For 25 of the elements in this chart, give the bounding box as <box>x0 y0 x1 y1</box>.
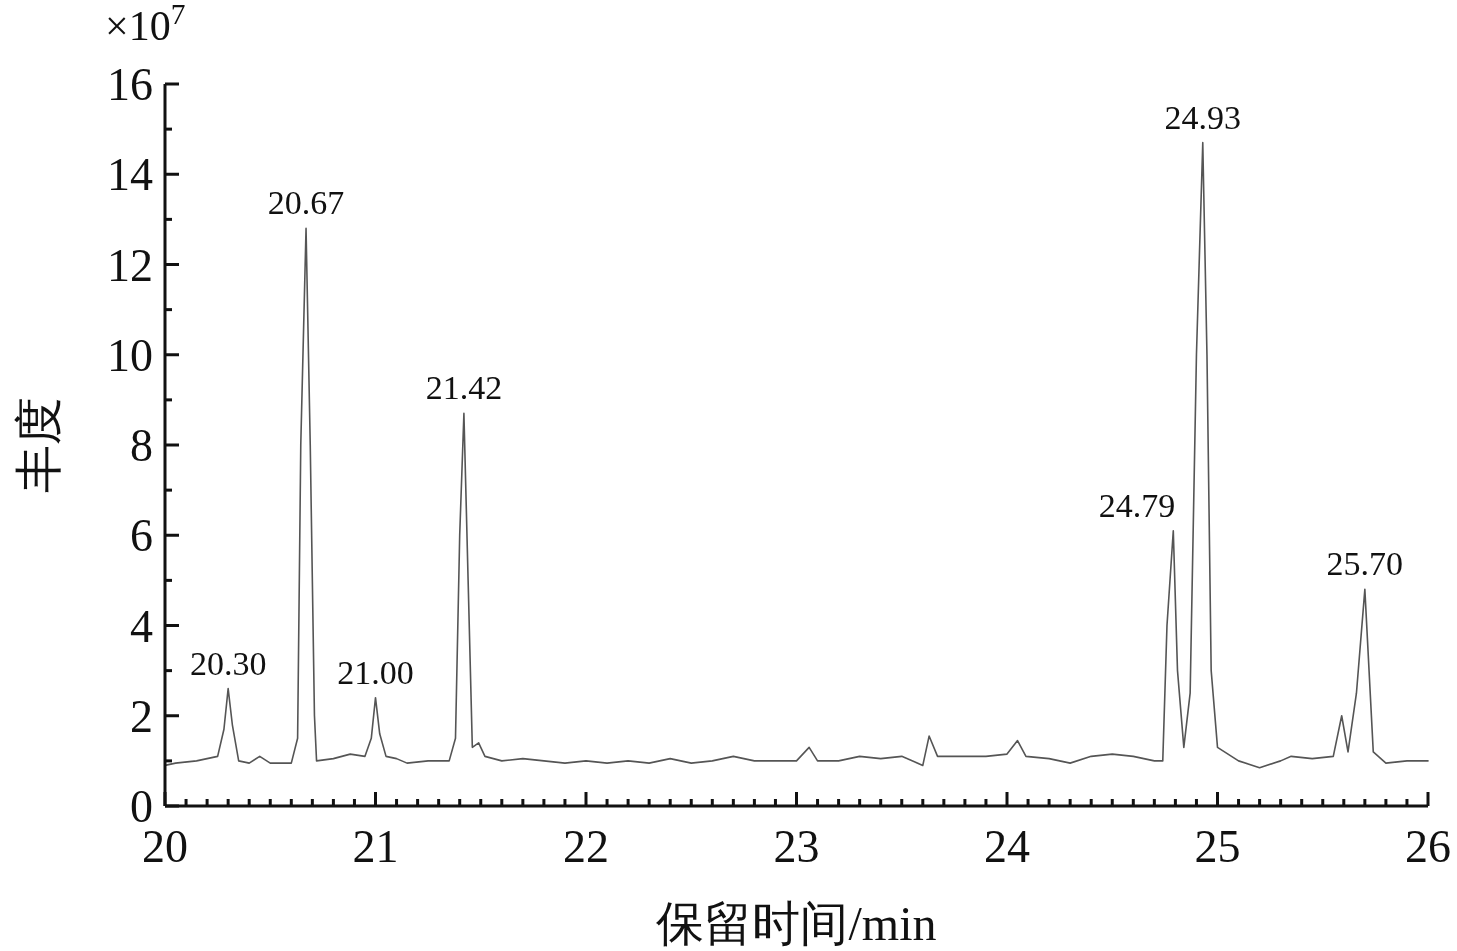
y-tick-label: 4 <box>130 600 153 652</box>
y-tick-label: 10 <box>107 329 153 381</box>
x-tick-label: 26 <box>1405 821 1451 872</box>
y-tick-label: 12 <box>107 239 153 291</box>
annotation: 21.42 <box>425 369 503 407</box>
text: ×10$^{7}$ <box>105 0 186 49</box>
x-tick-label: 24 <box>984 821 1030 872</box>
annotation: 20.67 <box>267 184 345 222</box>
y-tick-label: 14 <box>107 149 153 201</box>
y-tick-label: 6 <box>130 510 153 562</box>
y-tick-label: 8 <box>130 420 153 471</box>
annotation: 24.93 <box>1164 98 1242 136</box>
annotation: 20.30 <box>189 644 267 682</box>
annotation: 24.79 <box>1098 486 1176 524</box>
annotation: 25.70 <box>1326 545 1404 583</box>
x-tick-label: 22 <box>563 821 609 872</box>
y-tick-label: 16 <box>107 59 153 110</box>
x-tick-label: 25 <box>1194 821 1241 872</box>
line-series <box>164 141 1429 769</box>
annotation: 21.00 <box>337 653 414 691</box>
x-tick-label: 23 <box>773 821 820 872</box>
x-tick-label: 21 <box>352 821 399 872</box>
x-axis-title: 保留时间/min <box>656 897 937 950</box>
y-tick-label: 2 <box>130 690 153 742</box>
y-axis-title: 丰度 <box>12 397 65 493</box>
